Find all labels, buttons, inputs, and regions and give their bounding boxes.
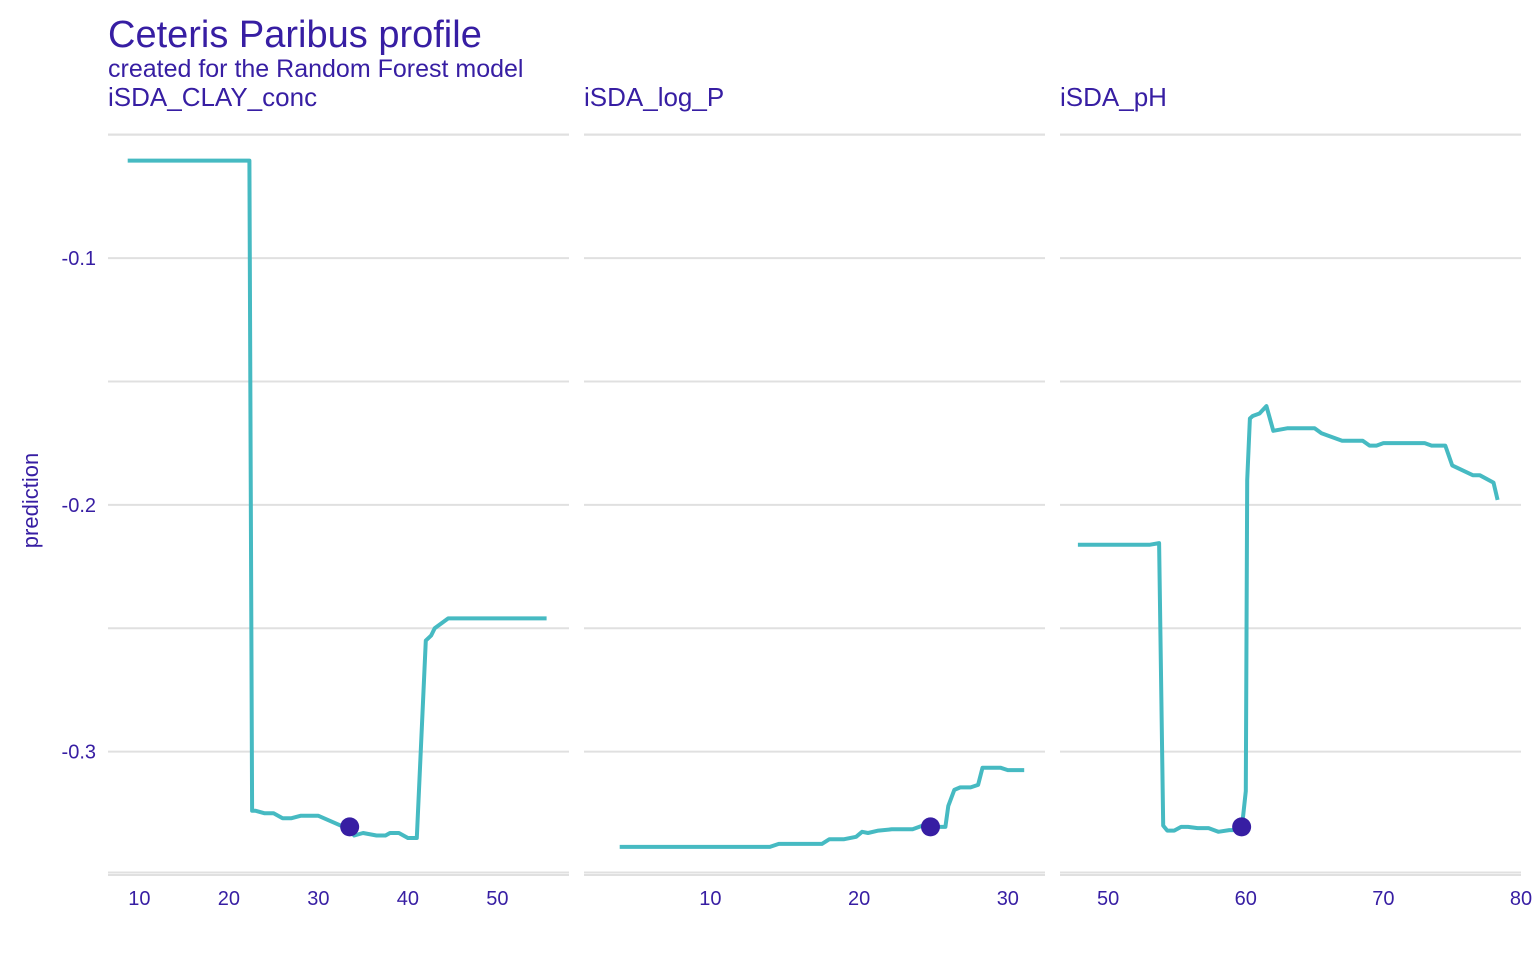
y-axis-label: prediction: [18, 453, 43, 548]
y-tick-label: -0.3: [62, 742, 96, 764]
x-tick-label: 10: [699, 888, 721, 910]
x-tick-label: 20: [218, 888, 240, 910]
x-tick-label: 40: [397, 888, 419, 910]
observation-point: [1232, 817, 1252, 837]
x-tick-label: 50: [1097, 888, 1119, 910]
profile-line: [127, 158, 547, 840]
observation-point: [340, 817, 360, 837]
x-tick-label: 50: [486, 888, 508, 910]
panel-label: iSDA_log_P: [584, 82, 724, 112]
x-tick-label: 60: [1235, 888, 1257, 910]
x-tick-label: 30: [307, 888, 329, 910]
observation-point: [920, 817, 940, 837]
profile-line: [619, 765, 1025, 849]
y-tick-label: -0.2: [62, 495, 96, 517]
y-tick-label: -0.1: [62, 248, 96, 270]
profile-line: [1077, 404, 1500, 834]
x-tick-label: 30: [997, 888, 1019, 910]
x-tick-label: 70: [1372, 888, 1394, 910]
x-tick-label: 20: [848, 888, 870, 910]
panel-label: iSDA_pH: [1060, 82, 1167, 112]
chart-title: Ceteris Paribus profile: [108, 14, 482, 56]
x-tick-label: 80: [1510, 888, 1532, 910]
panel-label: iSDA_CLAY_conc: [108, 82, 317, 112]
x-tick-label: 10: [128, 888, 150, 910]
chart-subtitle: created for the Random Forest model: [108, 55, 524, 83]
